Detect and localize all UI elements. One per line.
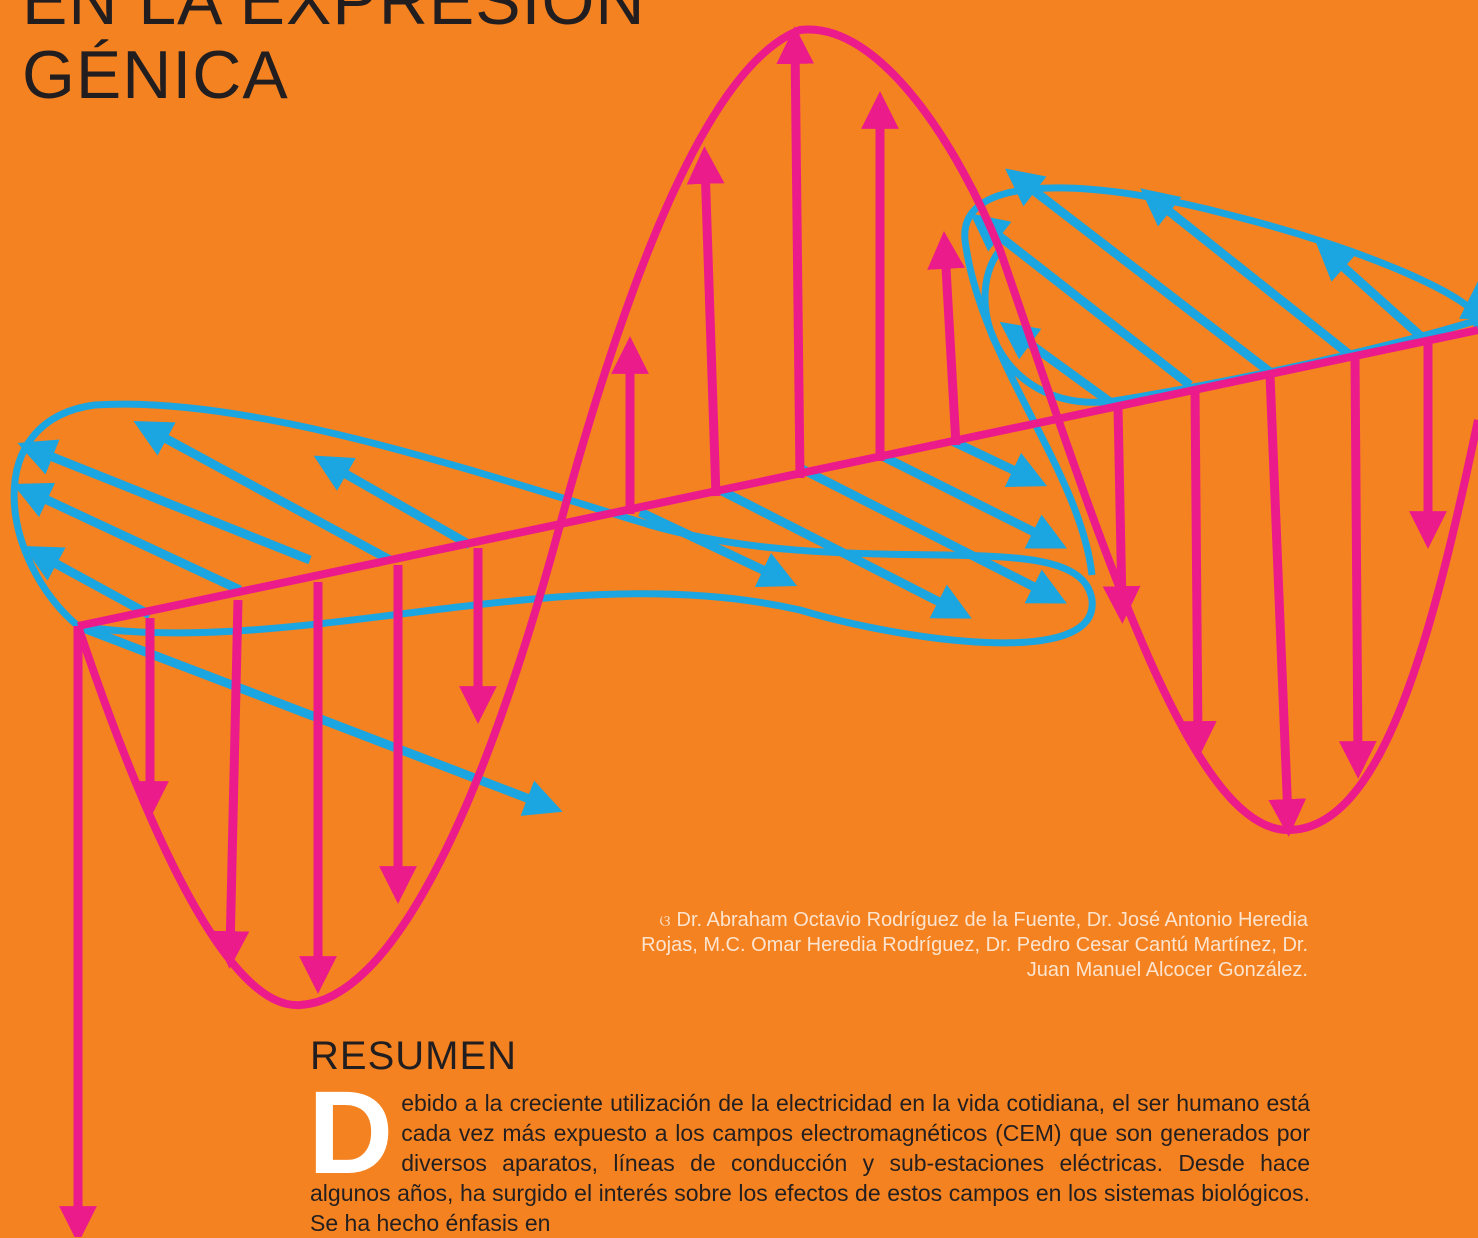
magnetic-arrow-2: [12, 482, 242, 595]
electric-arrow-14: [1265, 374, 1307, 837]
magnetic-arrow-13: [970, 213, 1193, 389]
summary-heading: RESUMEN: [310, 1034, 518, 1078]
electric-field-layer: [59, 25, 1478, 1237]
electric-arrow-11: [927, 231, 965, 446]
magnetic-arrow-4: [133, 420, 393, 564]
magnetic-arrow-9: [797, 463, 1067, 604]
magnetic-loop-right: [961, 184, 1478, 576]
title-line-2: GÉNICA: [22, 37, 289, 113]
author-list: ଓ Dr. Abraham Octavio Rodríguez de la Fue…: [628, 908, 1308, 983]
electric-arrow-3: [211, 599, 250, 969]
electric-arrow-12: [1102, 406, 1141, 624]
magnetic-arrow-10: [877, 450, 1067, 549]
propagation-axis: [77, 326, 1478, 630]
summary-text: ebido a la creciente utilización de la e…: [310, 1090, 1310, 1236]
electric-arrow-8: [686, 146, 725, 497]
article-title: EN LA EXPRESIÓN GÉNICA: [22, 0, 645, 112]
magnetic-loop-left: [10, 400, 1096, 647]
magnetic-arrow-11: [948, 435, 1048, 487]
magnetic-arrow-6: [76, 621, 563, 816]
author-names: Dr. Abraham Octavio Rodríguez de la Fuen…: [641, 909, 1308, 981]
title-line-1: EN LA EXPRESIÓN: [22, 0, 646, 39]
electric-arrow-13: [1178, 389, 1217, 759]
magnetic-arrow-1: [17, 439, 312, 565]
magnetic-arrow-7: [638, 507, 798, 588]
author-ornament-icon: ଓ: [659, 911, 671, 930]
magnetic-arrow-15: [1140, 188, 1353, 359]
magnetic-arrow-14: [1005, 168, 1273, 376]
magnetic-arrow-5: [313, 455, 473, 549]
drop-cap: D: [308, 1067, 394, 1199]
electric-arrow-15: [1338, 357, 1377, 779]
electric-arrow-9: [776, 26, 815, 479]
magnetic-arrow-8: [717, 485, 972, 619]
magnetic-arrow-16: [1315, 242, 1429, 344]
magnetic-arrow-3: [23, 545, 153, 619]
